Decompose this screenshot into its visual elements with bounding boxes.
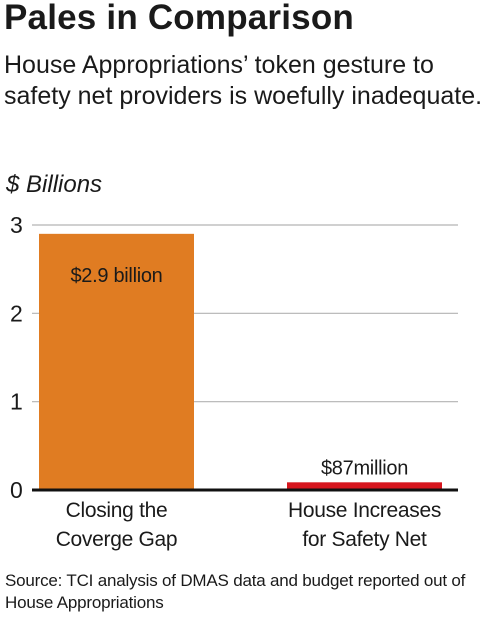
data-label: $2.9 billion <box>70 265 162 287</box>
category-label: House Increases <box>288 499 441 522</box>
y-tick-label: 1 <box>10 389 23 415</box>
chart-title: Pales in Comparison <box>4 0 355 37</box>
bar-chart: 0 1 2 3 $2.9 billion Closing the Coverge Gap $8… <box>10 212 458 551</box>
y-tick-label: 0 <box>10 477 23 503</box>
y-axis-unit-label: $ Billions <box>6 171 103 198</box>
category-label: Coverge Gap <box>56 528 178 551</box>
category-label: Closing the <box>66 499 168 522</box>
data-label: $87million <box>321 457 408 479</box>
category-label: for Safety Net <box>302 528 427 551</box>
bar <box>39 233 194 491</box>
source-note: Source: TCI analysis of DMAS data and bu… <box>5 571 466 612</box>
y-tick-label: 3 <box>10 212 23 238</box>
bar <box>287 482 442 490</box>
chart-subtitle: House Appropriations’ token gesture to s… <box>4 51 483 110</box>
y-tick-label: 2 <box>10 300 23 326</box>
